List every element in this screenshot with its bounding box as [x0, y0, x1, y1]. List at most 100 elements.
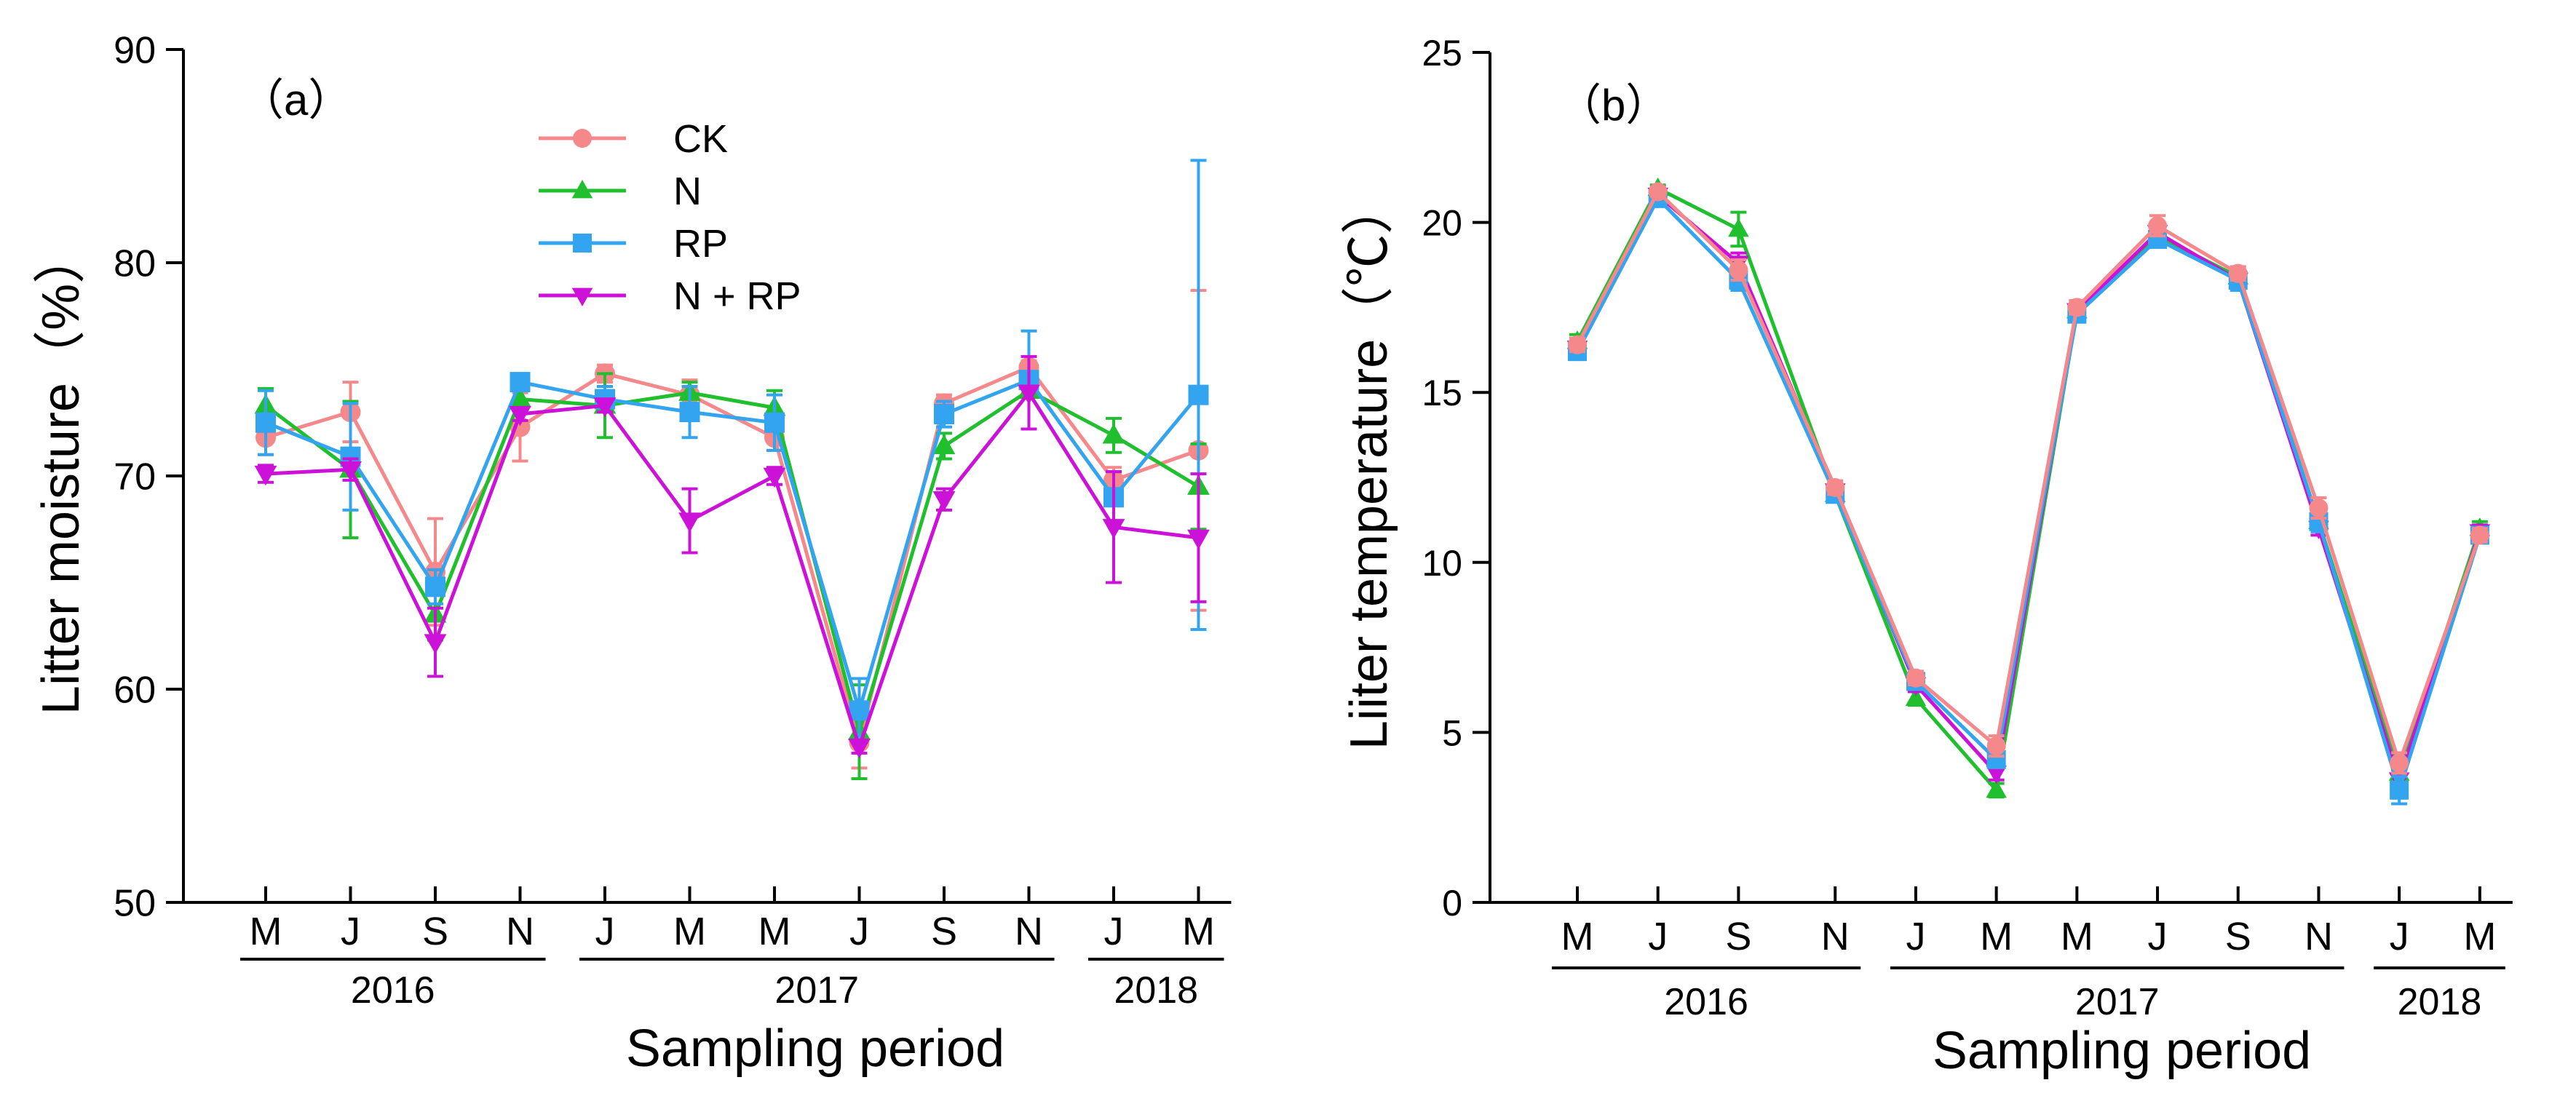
legend-marker	[573, 234, 592, 253]
year-group-label: 2016	[1664, 981, 1748, 1023]
x-tick-label: J	[1906, 915, 1925, 958]
data-point	[2228, 263, 2248, 283]
data-point	[2309, 499, 2329, 518]
x-tick-label: J	[1648, 915, 1668, 958]
y-tick-label: 10	[1422, 543, 1462, 584]
y-tick-label: 90	[114, 30, 156, 72]
legend-marker	[571, 287, 593, 306]
data-point	[1986, 766, 2007, 785]
x-tick-label: J	[1104, 910, 1124, 953]
y-tick-label: 50	[114, 883, 156, 925]
series-line	[1575, 196, 2482, 793]
panel-a-x-axis: M J S N J M M J S N J M 2016 2017 2018	[183, 886, 1232, 1012]
data-point	[1188, 384, 1209, 405]
x-tick-label: M	[250, 910, 282, 953]
data-point	[254, 465, 277, 486]
data-point	[1102, 424, 1125, 444]
series-ck	[1568, 182, 2489, 775]
series-rp	[1568, 188, 2489, 806]
y-tick-label: 60	[114, 670, 156, 712]
data-point	[1986, 779, 2007, 798]
y-tick-label: 70	[114, 456, 156, 499]
x-tick-label: J	[341, 910, 360, 953]
legend-label: N	[673, 170, 702, 213]
data-point	[849, 700, 870, 721]
panel-a-ylabel: Litter moisture（%）	[32, 231, 90, 715]
y-tick-label: 5	[1442, 712, 1462, 753]
data-point	[1648, 182, 1668, 202]
data-point	[679, 402, 700, 423]
x-tick-label: M	[1182, 910, 1215, 953]
x-tick-label: J	[2148, 915, 2168, 958]
series-line	[265, 391, 1199, 749]
series-n-rp	[1566, 187, 2491, 792]
data-point	[2148, 216, 2168, 236]
y-tick-label: 80	[114, 243, 156, 285]
data-point	[255, 412, 276, 433]
data-point	[1187, 529, 1210, 550]
x-tick-label: M	[673, 910, 706, 953]
year-group-label: 2018	[1114, 969, 1198, 1012]
x-tick-label: M	[1561, 915, 1594, 958]
data-point	[2067, 298, 2087, 317]
data-point	[1729, 261, 1748, 280]
x-tick-label: M	[2463, 915, 2496, 958]
panel-b-x-axis: M J S N J M M J S N J M 2016 2017 2018	[1490, 886, 2513, 1023]
x-tick-label: J	[595, 910, 615, 953]
y-tick-label: 25	[1422, 33, 1462, 74]
y-tick-label: 15	[1422, 373, 1462, 413]
year-group-label: 2017	[2075, 981, 2160, 1023]
panel-a-xlabel: Sampling period	[626, 1020, 1004, 1078]
data-point	[510, 372, 531, 393]
data-point	[593, 397, 617, 418]
year-group-label: 2017	[774, 969, 859, 1012]
legend-label: RP	[673, 222, 728, 266]
series-line	[1575, 190, 2482, 765]
x-tick-label: N	[2304, 915, 2333, 958]
data-point	[2470, 525, 2489, 545]
panel-b-ylabel: Liiter temperature（℃）	[1340, 182, 1398, 750]
data-point	[1986, 736, 2006, 756]
series-n-rp	[254, 354, 1210, 759]
data-point	[2390, 780, 2409, 800]
data-point	[339, 461, 362, 482]
data-point	[932, 491, 956, 512]
x-tick-label: N	[506, 910, 534, 953]
x-tick-label: N	[1015, 910, 1043, 953]
x-tick-label: S	[422, 910, 448, 953]
x-tick-label: S	[2225, 915, 2251, 958]
data-point	[678, 512, 701, 533]
data-point	[764, 412, 785, 433]
data-point	[509, 405, 531, 426]
panel-a-y-axis: 50 60 70 80 90	[114, 30, 185, 925]
x-tick-label: J	[2390, 915, 2409, 958]
series-line	[265, 378, 1200, 712]
x-tick-label: S	[931, 910, 957, 953]
data-point	[1905, 687, 1927, 707]
data-point	[424, 634, 447, 654]
panel-b-series-layer	[1566, 177, 2491, 806]
year-group-label: 2016	[351, 969, 435, 1012]
data-point	[1018, 384, 1040, 405]
x-tick-label: M	[2061, 915, 2093, 958]
panel-b-y-axis: 0 5 10 15 20 25	[1422, 33, 1491, 924]
panel-a-label: （a）	[240, 76, 352, 124]
data-point	[763, 467, 786, 488]
data-point	[425, 576, 445, 597]
data-point	[1568, 335, 1587, 354]
panel-b-label: （b）	[1558, 81, 1669, 130]
data-point	[1728, 218, 1749, 237]
x-tick-label: M	[1980, 915, 2013, 958]
year-group-label: 2018	[2398, 981, 2482, 1023]
data-point	[1102, 519, 1125, 539]
legend-marker	[571, 180, 593, 199]
legend-label: N + RP	[673, 274, 801, 318]
legend-label: CK	[673, 117, 728, 161]
data-point	[2390, 753, 2409, 773]
data-point	[1906, 668, 1925, 688]
panel-a-legend: CK N RP N + RP	[539, 117, 801, 318]
panel-a-series-layer	[254, 159, 1210, 781]
